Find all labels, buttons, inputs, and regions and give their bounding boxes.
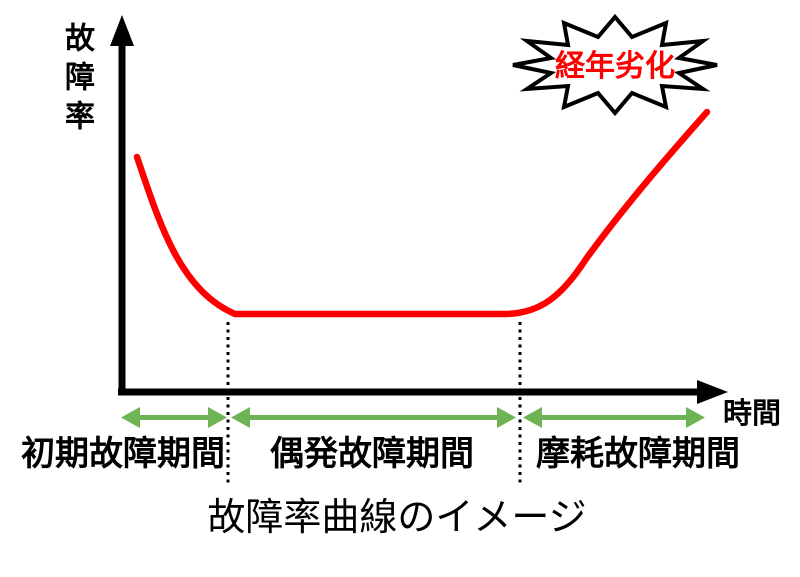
arrowhead-right-icon [208, 407, 227, 428]
arrowhead-left-icon [523, 407, 542, 428]
period-label-initial-failure: 初期故障期間 [21, 434, 225, 474]
period-label-random-failure: 偶発故障期間 [270, 434, 474, 474]
burst-label: 経年劣化 [555, 49, 675, 84]
period-arrow-wearout [523, 407, 705, 428]
burst-shape-icon [512, 13, 718, 117]
arrowhead-right-icon [497, 407, 516, 428]
x-axis-label: 時間 [723, 396, 782, 430]
x-axis-arrowhead-icon [697, 380, 728, 404]
diagram-title: 故障率曲線のイメージ [207, 495, 587, 539]
period-arrow-random [231, 407, 516, 428]
arrowhead-left-icon [231, 407, 250, 428]
x-axis [118, 380, 728, 404]
arrowhead-left-icon [121, 407, 140, 428]
y-axis [110, 15, 134, 392]
period-label-wearout-failure: 摩耗故障期間 [536, 434, 740, 474]
period-arrow-initial [121, 407, 227, 428]
y-axis-label: 故障率 [59, 22, 94, 139]
y-axis-arrowhead-icon [110, 15, 134, 46]
arrowhead-right-icon [686, 407, 705, 428]
failure-rate-curve [133, 108, 711, 318]
